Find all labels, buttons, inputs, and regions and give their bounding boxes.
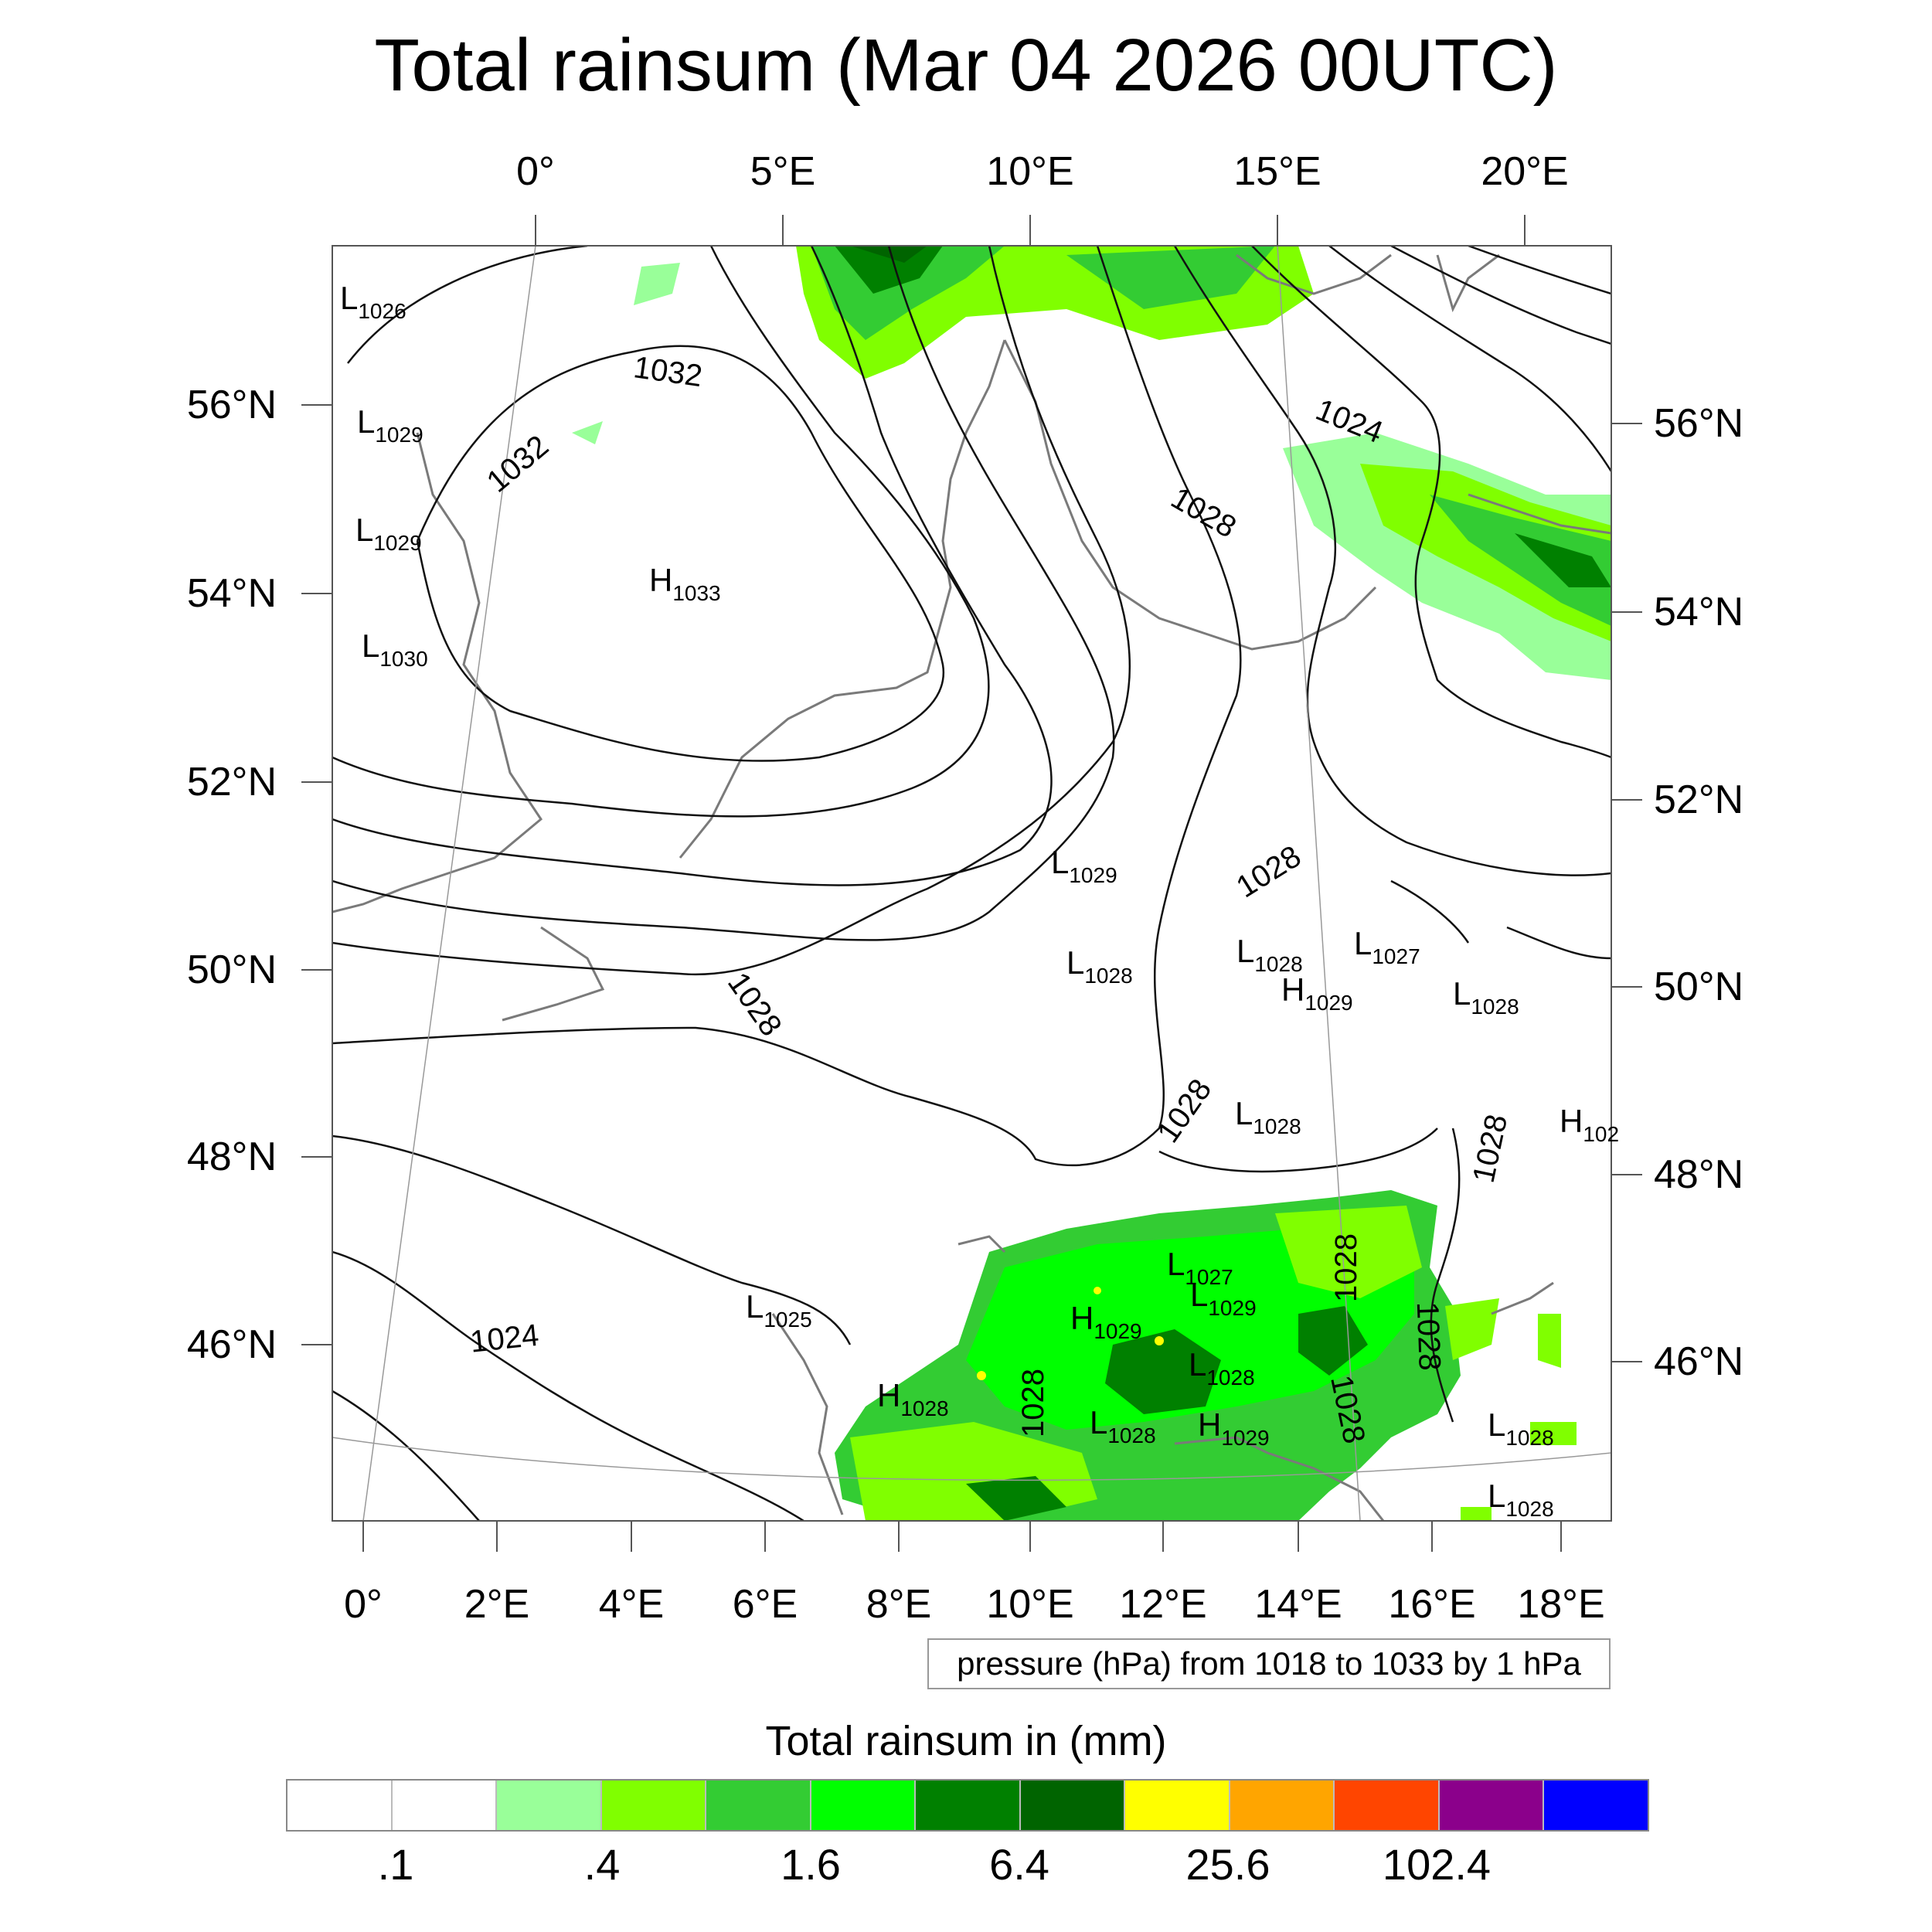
svg-text:H1029: H1029 <box>1281 971 1353 1015</box>
pressure-centers: L1026 L1029 L1029 L1030 H1033 L1029 L102… <box>340 280 1619 1521</box>
tick-marks <box>301 215 1642 1552</box>
right-lat-label: 56°N <box>1654 401 1744 446</box>
colorbar-label: 102.4 <box>1382 1840 1492 1889</box>
svg-text:L1027: L1027 <box>1167 1246 1233 1289</box>
right-lat-label: 48°N <box>1654 1152 1744 1197</box>
colorbar-swatch <box>706 1781 811 1830</box>
svg-text:H102: H102 <box>1560 1103 1619 1146</box>
colorbar-label: 25.6 <box>1185 1840 1270 1889</box>
coastlines <box>332 253 1611 1521</box>
top-lon-label: 15°E <box>1233 149 1321 194</box>
colorbar-swatch <box>601 1781 707 1830</box>
left-lat-label: 52°N <box>186 760 277 804</box>
rain-area-northeast <box>1283 433 1611 680</box>
colorbar-swatch <box>1125 1781 1230 1830</box>
center-type: L <box>340 280 358 316</box>
bottom-lon-label: 8°E <box>866 1582 932 1627</box>
colorbar-swatch <box>1439 1781 1545 1830</box>
isobars <box>332 246 1611 1521</box>
isobar-label: 1028 <box>1467 1111 1515 1185</box>
bottom-lon-label: 4°E <box>598 1582 665 1627</box>
left-lat-label: 46°N <box>186 1322 277 1367</box>
colorbar-label: .4 <box>583 1840 621 1889</box>
colorbar-swatch <box>497 1781 602 1830</box>
isobar-label: 1032 <box>481 429 555 499</box>
svg-text:L1030: L1030 <box>362 628 428 671</box>
colorbar-swatch <box>1020 1781 1126 1830</box>
svg-text:L1028: L1028 <box>1236 933 1303 976</box>
svg-text:H1033: H1033 <box>649 562 721 605</box>
left-lat-label: 48°N <box>186 1134 277 1179</box>
colorbar-swatch <box>1544 1781 1648 1830</box>
top-lon-label: 0° <box>516 149 555 194</box>
colorbar-swatch <box>1335 1781 1440 1830</box>
rain-area-north <box>572 246 1314 444</box>
isobar-label: 1028 <box>1151 1073 1218 1148</box>
left-lat-label: 56°N <box>186 383 277 427</box>
colorbar-label: 1.6 <box>781 1840 841 1889</box>
left-lat-label: 50°N <box>186 947 277 992</box>
isobar-label: 1024 <box>468 1318 540 1359</box>
map-frame <box>332 245 1612 1522</box>
svg-text:L1028: L1028 <box>1235 1095 1301 1138</box>
bottom-lon-label: 12°E <box>1119 1582 1207 1627</box>
right-lat-label: 54°N <box>1654 590 1744 634</box>
right-lat-label: 46°N <box>1654 1339 1744 1384</box>
colorbar-title: Total rainsum in (mm) <box>765 1718 1167 1764</box>
colorbar-swatch <box>1230 1781 1335 1830</box>
colorbar-label: .1 <box>377 1840 414 1889</box>
svg-text:L1026: L1026 <box>340 280 406 323</box>
colorbar-label: 6.4 <box>989 1840 1049 1889</box>
colorbar-swatch <box>811 1781 917 1830</box>
rain-area-alps <box>835 1190 1577 1521</box>
top-lon-label: 5°E <box>750 149 816 194</box>
graticule <box>332 246 1611 1521</box>
bottom-lon-label: 16°E <box>1388 1582 1476 1627</box>
map-title: Total rainsum (Mar 04 2026 00UTC) <box>374 24 1558 107</box>
isobar-label: 1028 <box>1410 1301 1447 1371</box>
svg-text:H1029: H1029 <box>1198 1406 1270 1450</box>
svg-text:L1029: L1029 <box>355 512 422 555</box>
bottom-lon-label: 2°E <box>464 1582 530 1627</box>
isobar-label: 1028 <box>1329 1233 1363 1302</box>
svg-text:L1027: L1027 <box>1354 925 1420 968</box>
svg-text:H1028: H1028 <box>877 1377 949 1420</box>
isobar-label: 1028 <box>1165 481 1242 545</box>
bottom-lon-label: 14°E <box>1254 1582 1342 1627</box>
svg-text:L1028: L1028 <box>1488 1478 1554 1521</box>
svg-text:L1028: L1028 <box>1488 1406 1554 1450</box>
svg-text:L1028: L1028 <box>1189 1346 1255 1389</box>
right-lat-label: 50°N <box>1654 964 1744 1009</box>
svg-text:L1028: L1028 <box>1453 975 1519 1019</box>
right-lat-label: 52°N <box>1654 777 1744 822</box>
isobar-label: 1028 <box>1230 839 1307 904</box>
bottom-lon-label: 18°E <box>1517 1582 1605 1627</box>
isobar-label: 1032 <box>631 350 704 393</box>
bottom-lon-label: 6°E <box>732 1582 798 1627</box>
svg-text:L1029: L1029 <box>1190 1277 1257 1320</box>
center-value: 1026 <box>358 299 406 323</box>
contour-info-box: pressure (hPa) from 1018 to 1033 by 1 hP… <box>927 1638 1611 1689</box>
svg-text:L1029: L1029 <box>1051 844 1117 887</box>
isobar-label: 1028 <box>721 967 788 1043</box>
top-lon-label: 20°E <box>1481 149 1569 194</box>
svg-text:L1025: L1025 <box>746 1288 812 1332</box>
colorbar-swatch <box>916 1781 1021 1830</box>
left-lat-label: 54°N <box>186 571 277 616</box>
colorbar-swatch <box>392 1781 498 1830</box>
top-lon-label: 10°E <box>986 149 1074 194</box>
svg-text:L1028: L1028 <box>1090 1404 1156 1447</box>
svg-text:L1029: L1029 <box>357 403 423 447</box>
bottom-lon-label: 10°E <box>986 1582 1074 1627</box>
colorbar-swatch <box>287 1781 393 1830</box>
isobar-label: 1028 <box>1016 1369 1050 1437</box>
bottom-lon-label: 0° <box>344 1582 383 1627</box>
svg-text:L1028: L1028 <box>1066 944 1133 988</box>
colorbar <box>286 1779 1649 1832</box>
svg-text:H1029: H1029 <box>1070 1300 1142 1343</box>
